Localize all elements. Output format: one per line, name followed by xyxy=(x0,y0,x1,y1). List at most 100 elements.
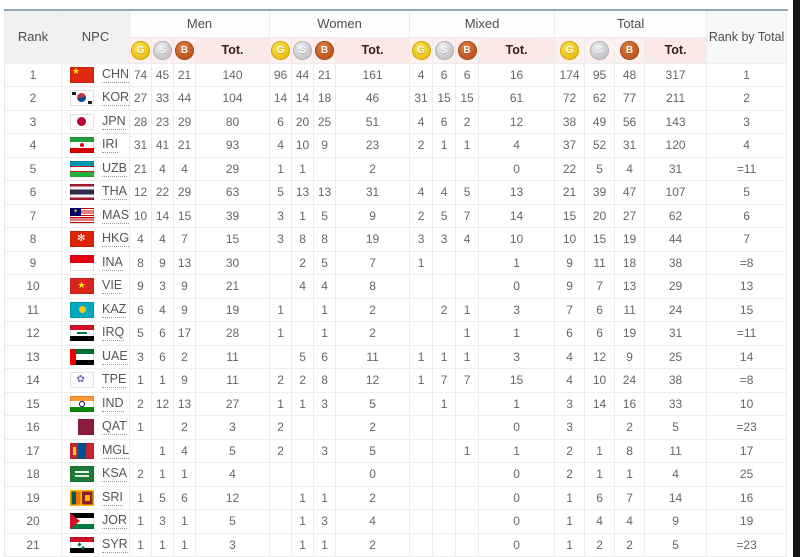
women-tot-cell: 2 xyxy=(335,298,411,322)
npc-link-sri[interactable]: SRI xyxy=(102,489,123,506)
women-bronze-cell xyxy=(313,462,337,487)
mixed-gold-cell: 2 xyxy=(409,133,434,158)
men-bronze-cell: 2 xyxy=(173,415,196,440)
npc-link-ina[interactable]: INA xyxy=(102,254,123,271)
silver-medal-icon: S xyxy=(434,40,454,60)
women-tot-cell: 2 xyxy=(335,533,411,557)
npc-link-syr[interactable]: SYR xyxy=(102,536,128,553)
total-silver-cell: 39 xyxy=(584,180,616,205)
men-gold-cell: 2 xyxy=(129,392,152,416)
npc-link-tha[interactable]: THA xyxy=(102,184,127,201)
total-bronze-cell: 47 xyxy=(614,180,646,205)
npc-link-irq[interactable]: IRQ xyxy=(102,325,125,342)
tpe-flag-icon xyxy=(70,372,94,389)
npc-cell: IRQ xyxy=(61,321,130,346)
medal-header-s: S xyxy=(291,37,315,64)
rank-by-total-cell: 10 xyxy=(706,392,788,416)
npc-link-jpn[interactable]: JPN xyxy=(102,113,126,130)
mixed-silver-cell xyxy=(432,439,457,463)
total-silver-cell: 4 xyxy=(584,509,616,534)
npc-link-uae[interactable]: UAE xyxy=(102,348,128,365)
npc-link-mas[interactable]: MAS xyxy=(102,207,130,224)
mixed-tot-cell: 0 xyxy=(478,509,556,534)
mixed-gold-cell xyxy=(409,415,434,440)
npc-link-tpe[interactable]: TPE xyxy=(102,372,127,389)
men-gold-cell: 74 xyxy=(129,63,152,87)
npc-link-hkg[interactable]: HKG xyxy=(102,231,130,248)
mixed-gold-cell xyxy=(409,157,434,181)
npc-link-chn[interactable]: CHN xyxy=(102,66,130,83)
npc-inner: KOR xyxy=(70,90,130,107)
medal-header-b: B xyxy=(173,37,196,64)
total-tot-cell: 107 xyxy=(644,180,708,205)
npc-link-uzb[interactable]: UZB xyxy=(102,160,127,177)
women-gold-cell: 6 xyxy=(269,110,293,134)
rank-cell: 4 xyxy=(4,133,62,158)
men-silver-cell: 1 xyxy=(151,462,174,487)
mixed-gold-cell xyxy=(409,486,434,510)
rank-cell: 16 xyxy=(4,415,62,440)
rank-by-total-cell: 4 xyxy=(706,133,788,158)
npc-cell: KSA xyxy=(61,462,130,487)
mixed-gold-cell xyxy=(409,509,434,534)
mas-flag-icon xyxy=(70,207,94,224)
women-bronze-cell: 4 xyxy=(313,274,337,299)
total-silver-cell xyxy=(584,415,616,440)
men-silver-cell: 4 xyxy=(151,157,174,181)
uae-flag-icon xyxy=(70,348,94,365)
npc-link-kor[interactable]: KOR xyxy=(102,90,130,107)
mixed-bronze-cell: 1 xyxy=(455,345,480,369)
npc-link-iri[interactable]: IRI xyxy=(102,137,118,154)
mixed-tot-cell: 0 xyxy=(478,462,556,487)
women-gold-cell xyxy=(269,274,293,299)
rank-cell: 15 xyxy=(4,392,62,416)
npc-link-ind[interactable]: IND xyxy=(102,395,124,412)
table-row: 12 IRQ 5 6 17 28 1 1 2 1 1 6 6 19 31 =11 xyxy=(4,321,788,346)
npc-cell: CHN xyxy=(61,63,130,87)
mixed-gold-cell: 3 xyxy=(409,227,434,252)
npc-link-mgl[interactable]: MGL xyxy=(102,442,130,459)
men-gold-cell: 31 xyxy=(129,133,152,158)
women-tot-cell: 51 xyxy=(335,110,411,134)
npc-cell: KAZ xyxy=(61,298,130,322)
mixed-tot-cell: 1 xyxy=(478,392,556,416)
rank-by-total-cell: 2 xyxy=(706,86,788,111)
men-bronze-cell: 9 xyxy=(173,368,196,393)
women-silver-cell xyxy=(291,415,315,440)
men-gold-cell: 2 xyxy=(129,462,152,487)
women-tot-cell: 161 xyxy=(335,63,411,87)
rank-cell: 9 xyxy=(4,251,62,275)
rank-cell: 19 xyxy=(4,486,62,510)
col-group-men: Men xyxy=(129,11,271,38)
total-silver-cell: 2 xyxy=(584,533,616,557)
total-tot-cell: 33 xyxy=(644,392,708,416)
npc-link-qat[interactable]: QAT xyxy=(102,419,127,436)
gold-medal-icon: G xyxy=(271,40,291,60)
women-tot-cell: 9 xyxy=(335,204,411,228)
medal-header-g: G xyxy=(409,37,434,64)
men-gold-cell: 12 xyxy=(129,180,152,205)
col-group-women: Women xyxy=(269,11,411,38)
npc-link-ksa[interactable]: KSA xyxy=(102,466,128,483)
rank-by-total-cell: 14 xyxy=(706,345,788,369)
mixed-silver-cell xyxy=(432,415,457,440)
men-gold-cell: 5 xyxy=(129,321,152,346)
npc-link-kaz[interactable]: KAZ xyxy=(102,301,127,318)
men-bronze-cell: 4 xyxy=(173,439,196,463)
women-silver-cell: 1 xyxy=(291,509,315,534)
npc-inner: QAT xyxy=(70,419,128,436)
npc-link-jor[interactable]: JOR xyxy=(102,513,127,530)
table-row: 2 KOR 27 33 44 104 14 14 18 46 31 15 15 61 72 62 77 211 2 xyxy=(4,86,788,111)
mixed-silver-cell: 5 xyxy=(432,204,457,228)
women-tot-cell: 4 xyxy=(335,509,411,534)
gold-medal-icon: G xyxy=(411,40,431,60)
npc-inner: KSA xyxy=(70,466,128,483)
npc-inner: JPN xyxy=(70,113,128,130)
rank-by-total-cell: 6 xyxy=(706,204,788,228)
iri-flag-icon xyxy=(70,137,94,154)
men-bronze-cell: 2 xyxy=(173,345,196,369)
women-tot-cell: 2 xyxy=(335,486,411,510)
mixed-silver-cell: 4 xyxy=(432,180,457,205)
npc-link-vie[interactable]: VIE xyxy=(102,278,123,295)
